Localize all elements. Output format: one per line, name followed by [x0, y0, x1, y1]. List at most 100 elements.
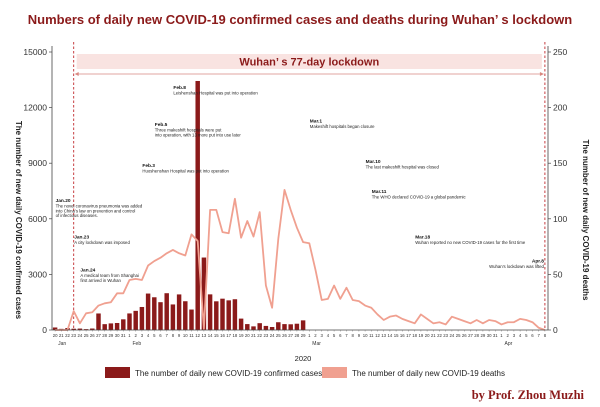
legend-label-cases: The number of daily new COVID-19 confirm…	[135, 369, 322, 378]
cases-bar	[121, 319, 126, 330]
annotation-text: Makeshift hospitals began closure	[310, 124, 375, 129]
x-tick-label: 27	[96, 333, 101, 338]
x-tick-label: 24	[270, 333, 275, 338]
annotation-text: A city lockdown was imposed	[74, 240, 130, 245]
x-tick-label: 14	[388, 333, 393, 338]
y-right-tick-label: 150	[553, 158, 567, 168]
y-right-tick-label: 0	[553, 325, 558, 335]
cases-bar	[145, 293, 151, 330]
x-tick-label: 3	[141, 333, 144, 338]
annotation-text: Leishenshan Hospital was put into operat…	[173, 91, 258, 96]
annotation-date: Jan.24	[80, 268, 95, 274]
cases-bar	[220, 298, 225, 330]
x-tick-label: 24	[78, 333, 83, 338]
x-tick-label: 1	[500, 333, 503, 338]
chart-title: Numbers of daily new COVID-19 confirmed …	[28, 12, 572, 27]
legend-swatch-cases	[105, 367, 130, 378]
x-tick-label: 26	[282, 333, 287, 338]
x-tick-label: 24	[450, 333, 455, 338]
x-tick-label: 9	[178, 333, 181, 338]
cases-bar	[214, 301, 219, 330]
y-left-tick-label: 0	[42, 325, 47, 335]
month-label: Apr	[505, 341, 513, 347]
x-tick-label: 22	[65, 333, 70, 338]
annotation-text: first arrived in Wuhan	[80, 278, 121, 283]
x-tick-label: 5	[153, 333, 156, 338]
x-tick-label: 21	[251, 333, 256, 338]
cases-bar	[152, 297, 157, 330]
cases-bar	[127, 313, 132, 330]
x-tick-label: 11	[189, 333, 194, 338]
y-right-tick-label: 50	[553, 269, 563, 279]
annotation-text: Three makeshift hospitals were put	[155, 128, 222, 133]
x-tick-label: 11	[369, 333, 374, 338]
legend-swatch-deaths	[322, 367, 347, 378]
y-right-tick-label: 200	[553, 103, 567, 113]
x-tick-label: 28	[295, 333, 300, 338]
y-right-tick-label: 100	[553, 214, 567, 224]
annotation-date: Mar.11	[372, 189, 387, 195]
annotation-date: Feb.3	[142, 163, 155, 169]
x-tick-label: 30	[487, 333, 492, 338]
cases-bar	[71, 328, 76, 330]
annotation-date: Mar.1	[310, 118, 323, 124]
x-tick-label: 21	[59, 333, 64, 338]
annotation-text: The WHO declared COVID-19 a global pande…	[372, 194, 467, 199]
x-tick-label: 26	[90, 333, 95, 338]
y-left-tick-label: 3000	[28, 269, 47, 279]
y-axis-right-label: The number of new daily COVID-19 deaths	[581, 140, 590, 301]
x-tick-label: 30	[115, 333, 120, 338]
x-tick-label: 23	[264, 333, 269, 338]
y-left-tick-label: 12000	[23, 103, 47, 113]
x-tick-label: 8	[352, 333, 355, 338]
x-tick-label: 10	[363, 333, 368, 338]
cases-bar	[251, 326, 256, 330]
x-tick-label: 12	[375, 333, 380, 338]
annotation-text: Wuhan reported no new COVID-19 cases for…	[415, 240, 526, 245]
x-tick-label: 29	[481, 333, 486, 338]
annotation-date: Jan.23	[74, 234, 89, 240]
x-tick-label: 10	[183, 333, 188, 338]
x-tick-label: 17	[226, 333, 231, 338]
cases-bar	[282, 324, 287, 330]
x-tick-label: 22	[257, 333, 262, 338]
deaths-line-layer	[55, 188, 546, 331]
cases-bar	[164, 293, 169, 330]
x-tick-label: 20	[425, 333, 430, 338]
cases-bar	[195, 80, 200, 330]
cases-bar	[77, 328, 83, 330]
x-tick-label: 3	[321, 333, 324, 338]
cases-bar	[52, 327, 58, 330]
x-tick-label: 21	[431, 333, 436, 338]
month-label: Feb	[133, 341, 142, 347]
y-left-tick-label: 9000	[28, 158, 47, 168]
x-tick-label: 13	[202, 333, 207, 338]
axes: 0 3000 6000 9000 12000 15000 0 50 100 150 200 250 20…	[23, 46, 567, 347]
month-label: Mar	[312, 341, 321, 347]
x-tick-label: 29	[301, 333, 306, 338]
cases-bar	[294, 323, 300, 330]
legend: The number of daily new COVID-19 confirm…	[105, 367, 505, 378]
annotation-date: Mar.18	[415, 234, 430, 240]
x-tick-label: 27	[288, 333, 293, 338]
x-tick-label: 6	[339, 333, 342, 338]
cases-bar	[102, 324, 107, 330]
cases-bar	[263, 325, 269, 330]
cases-bar	[288, 324, 293, 330]
x-tick-label: 8	[172, 333, 175, 338]
cases-bar	[269, 326, 275, 330]
deaths-line	[55, 188, 546, 331]
cases-bar	[207, 294, 213, 330]
x-tick-label: 28	[474, 333, 479, 338]
x-tick-label: 4	[147, 333, 150, 338]
cases-bar	[133, 310, 138, 330]
x-tick-label: 7	[538, 333, 541, 338]
cases-bar	[238, 318, 244, 330]
x-tick-label: 15	[394, 333, 399, 338]
x-tick-label: 18	[233, 333, 238, 338]
x-axis-label: 2020	[295, 354, 312, 363]
cases-bar	[245, 324, 250, 330]
x-tick-label: 4	[327, 333, 330, 338]
x-tick-label: 6	[531, 333, 534, 338]
